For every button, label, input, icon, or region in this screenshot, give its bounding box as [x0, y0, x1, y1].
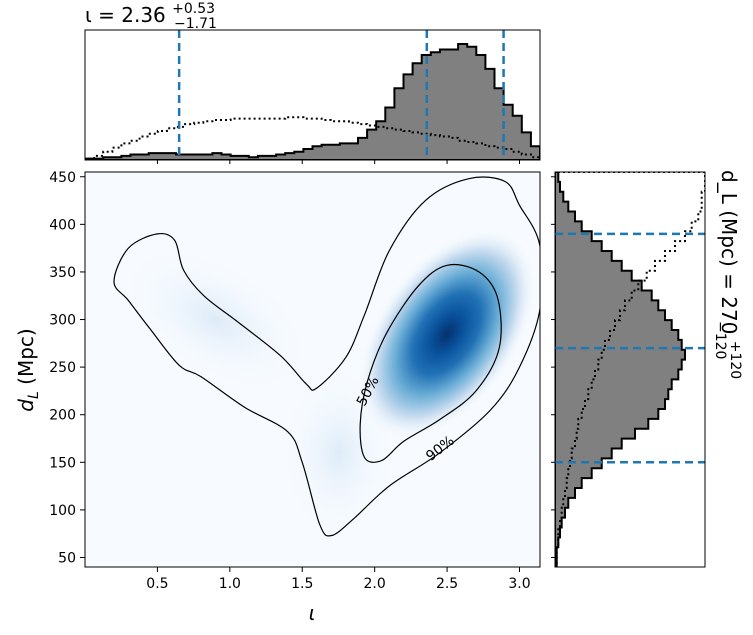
- contours: [113, 176, 540, 537]
- contour-90: [113, 176, 540, 537]
- y-axis-label: dL (Mpc): [14, 328, 42, 411]
- iota-title-main: ι = 2.36: [85, 3, 166, 27]
- dl-marginal-panel: d_L (Mpc) = 270 +120 −120: [551, 170, 743, 568]
- y-tick-label: 450: [49, 170, 76, 186]
- dl-title: d_L (Mpc) = 270 +120: [717, 170, 743, 379]
- joint-frame: [84, 171, 541, 568]
- iota-title-sub: −1.71: [174, 16, 217, 32]
- y-tick-label: 150: [49, 455, 76, 471]
- x-tick-label: 2.5: [436, 576, 458, 592]
- x-tick-label: 3.0: [508, 576, 530, 592]
- iota-quantile-lines: [177, 30, 505, 160]
- x-tick-label: 2.0: [364, 576, 386, 592]
- joint-panel: 50%90% 0.5 1.0 1.5 2.0 2.5 3.0 50100150200250…: [14, 170, 541, 625]
- iota-marginal-ticks: [156, 160, 520, 164]
- y-tick-label: 300: [49, 313, 76, 329]
- y-tick-label: 400: [49, 217, 76, 233]
- contour-50: [359, 263, 502, 463]
- x-tick-label: 1.0: [219, 576, 241, 592]
- y-tick-label: 50: [58, 550, 76, 566]
- iota-prior-hist: [85, 116, 540, 160]
- dl-posterior-hist: [555, 172, 686, 567]
- y-tick-label: 250: [49, 360, 76, 376]
- dl-title-sub: −120: [712, 321, 728, 359]
- iota-marginal-frame: [84, 29, 541, 161]
- x-tick-label: 1.5: [291, 576, 313, 592]
- x-axis-label: ι: [309, 601, 316, 625]
- density-faint-lobe: [115, 243, 316, 396]
- dl-title-main: d_L (Mpc) = 270: [717, 170, 741, 334]
- x-tick-label: 0.5: [146, 576, 168, 592]
- iota-title-sup: +0.53: [172, 1, 215, 17]
- dl-marginal-ticks: [551, 176, 555, 558]
- iota-marginal-panel: ι = 2.36 +0.53 −1.71: [84, 1, 541, 164]
- dl-title-sup: +120: [727, 341, 743, 379]
- dl-marginal-frame: [554, 171, 706, 568]
- dl-quantile-lines: [555, 232, 705, 464]
- x-axis-ticks: 0.5 1.0 1.5 2.0 2.5 3.0: [146, 567, 531, 592]
- y-axis-ticks: 50 100 150 200 250 300 350 400 450: [49, 170, 85, 566]
- density-peak: [357, 227, 537, 440]
- y-tick-label: 100: [49, 503, 76, 519]
- y-tick-label: 200: [49, 408, 76, 424]
- iota-title: ι = 2.36 +0.53: [85, 1, 215, 27]
- y-tick-label: 350: [49, 265, 76, 281]
- density-map: [115, 227, 537, 543]
